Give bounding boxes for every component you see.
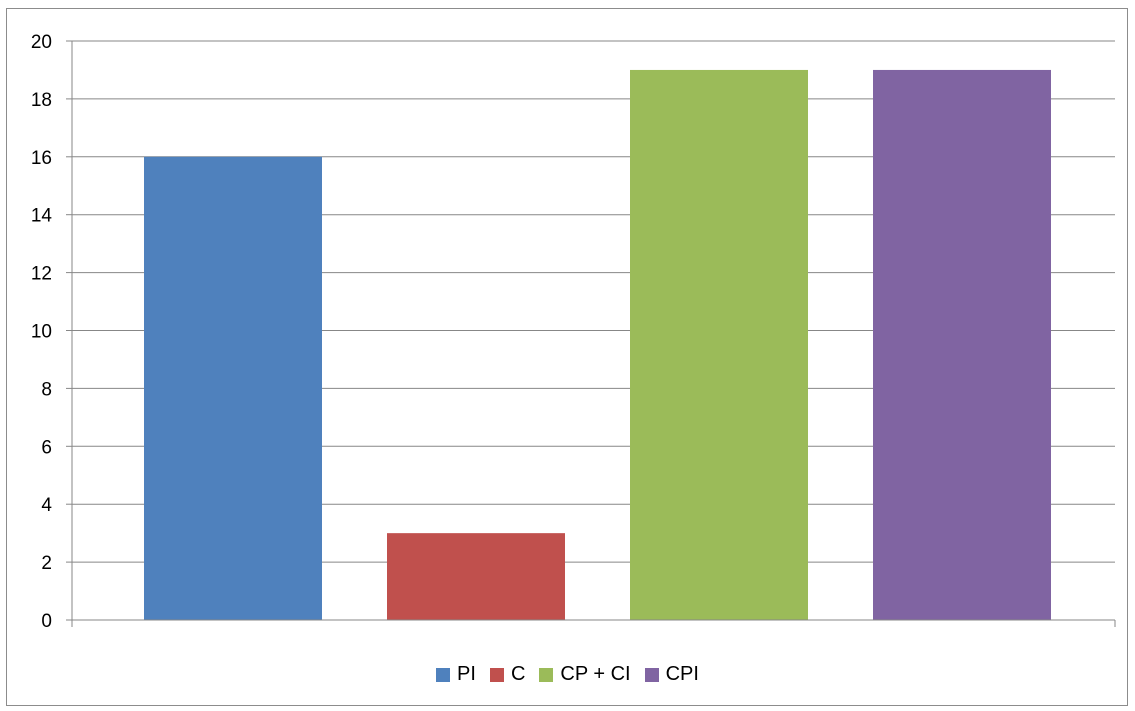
- y-tick-label: 20: [31, 32, 52, 53]
- y-tick-label: 8: [41, 379, 52, 400]
- legend-item: CP + CI: [539, 663, 631, 686]
- y-tick-label: 0: [41, 611, 52, 632]
- legend-swatch: [539, 667, 554, 682]
- legend-swatch: [644, 667, 659, 682]
- y-tick-labels: 0 2 4 6 8 10 12 14 16 18 20: [31, 32, 53, 632]
- legend-label: PI: [457, 663, 476, 685]
- y-tick-label: 4: [41, 495, 52, 516]
- y-tick-label: 18: [31, 90, 52, 111]
- bar-pi: [144, 156, 322, 621]
- y-tick-label: 12: [31, 264, 52, 285]
- bar-cp-ci: [630, 69, 808, 620]
- legend: PI C CP + CI CPI: [0, 663, 1135, 686]
- bars: [144, 69, 1051, 621]
- legend-label: CP + CI: [560, 663, 631, 685]
- legend-item: PI: [436, 663, 476, 686]
- legend-item: C: [489, 663, 526, 686]
- legend-swatch: [436, 667, 451, 682]
- y-tick-label: 14: [31, 206, 53, 227]
- y-tick-label: 16: [31, 148, 52, 169]
- bar-cpi: [873, 69, 1051, 620]
- legend-item: CPI: [644, 663, 699, 686]
- legend-swatch: [489, 667, 504, 682]
- legend-label: CPI: [665, 663, 699, 685]
- y-tick-label: 6: [41, 437, 52, 458]
- bar-c: [387, 533, 565, 620]
- y-tick-label: 2: [41, 553, 52, 574]
- legend-label: C: [510, 663, 526, 685]
- y-tick-label: 10: [31, 322, 52, 343]
- axes: [66, 40, 1116, 627]
